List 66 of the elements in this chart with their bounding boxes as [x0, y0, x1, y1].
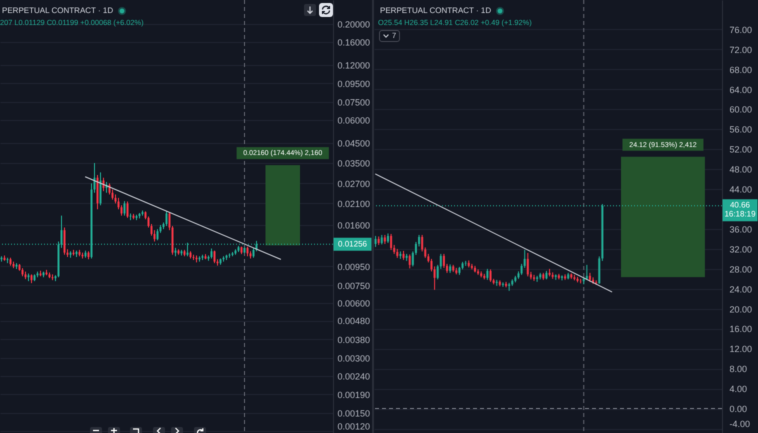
candlestick: [64, 227, 66, 256]
y-tick-label: 0.06000: [338, 115, 370, 126]
y-tick-label: 0.01600: [338, 220, 370, 231]
y-tick-label: 64.00: [730, 84, 752, 95]
candlestick: [380, 234, 383, 245]
y-tick-label: 8.00: [730, 364, 748, 374]
y-tick-label: 0.20000: [338, 20, 370, 30]
y-tick-label: 28.00: [730, 264, 752, 274]
y-tick-label: 0.00480: [338, 316, 370, 326]
y-tick-label: 0.12000: [338, 60, 370, 70]
y-tick-label: 0.00120: [338, 421, 370, 432]
y-tick-label: 0.00: [730, 404, 748, 414]
candlestick: [126, 201, 128, 218]
text: PERPETUAL CONTRACT · 1D: [2, 6, 114, 16]
ref-line-label: 40.66 16:18:19: [724, 200, 756, 219]
y-tick-label: 72.00: [730, 44, 752, 55]
candlestick: [390, 233, 392, 250]
candlestick: [210, 248, 212, 259]
y-tick-label: 0.00750: [338, 280, 370, 291]
y-tick-label: 0.00300: [338, 354, 370, 364]
y-tick-label: 0.07500: [338, 98, 370, 108]
y-tick-label: 0.09500: [338, 78, 370, 89]
candlestick: [124, 200, 126, 216]
candlestick: [166, 210, 168, 227]
y-tick-label: 0.00190: [338, 390, 370, 400]
y-tick-label: 0.00240: [338, 371, 370, 382]
candlestick: [440, 253, 442, 270]
y-tick-label: 0.16000: [338, 37, 370, 48]
candlestick: [374, 235, 377, 248]
y-tick-label: 52.00: [730, 144, 752, 155]
candlestick: [464, 260, 467, 266]
y-tick-label: 16.00: [730, 324, 752, 334]
y-tick-label: -4.00: [730, 419, 750, 430]
y-tick-label: 24.00: [730, 284, 752, 294]
text: PERPETUAL CONTRACT · 1D: [380, 6, 492, 16]
y-tick-label: 0.00150: [338, 408, 370, 419]
y-tick-label: 68.00: [730, 64, 752, 75]
candlestick: [526, 252, 529, 277]
y-tick-label: 56.00: [730, 124, 752, 135]
y-tick-label: 32.00: [730, 244, 752, 254]
candlestick: [156, 228, 158, 241]
y-tick-label: 20.00: [730, 304, 752, 314]
y-tick-label: 0.02700: [338, 178, 370, 189]
candlestick: [436, 264, 439, 280]
y-tick-label: 0.00380: [338, 334, 370, 345]
y-tick-label: 0.04500: [338, 138, 370, 148]
candlestick: [408, 254, 411, 269]
y-tick-label: 0.00950: [338, 262, 370, 272]
candlestick: [586, 264, 588, 280]
y-tick-label: 76.00: [730, 24, 752, 35]
y-tick-label: 12.00: [730, 344, 752, 354]
y-tick-label: 36.00: [730, 224, 752, 234]
candlestick: [214, 250, 216, 264]
y-tick-label: 0.02100: [338, 198, 370, 209]
candlestick: [100, 172, 102, 206]
candlestick: [246, 246, 248, 257]
y-tick-label: 48.00: [730, 164, 752, 175]
y-tick-label: 44.00: [730, 184, 752, 195]
y-tick-label: 0.00600: [338, 298, 370, 309]
y-tick-label: 0.03500: [338, 158, 370, 168]
y-tick-label: 60.00: [730, 104, 752, 115]
ref-line-label: 0.01256: [338, 239, 368, 248]
y-tick-label: 4.00: [730, 384, 748, 394]
candlestick: [386, 232, 390, 244]
candlestick: [486, 268, 488, 280]
candlestick: [489, 268, 492, 282]
